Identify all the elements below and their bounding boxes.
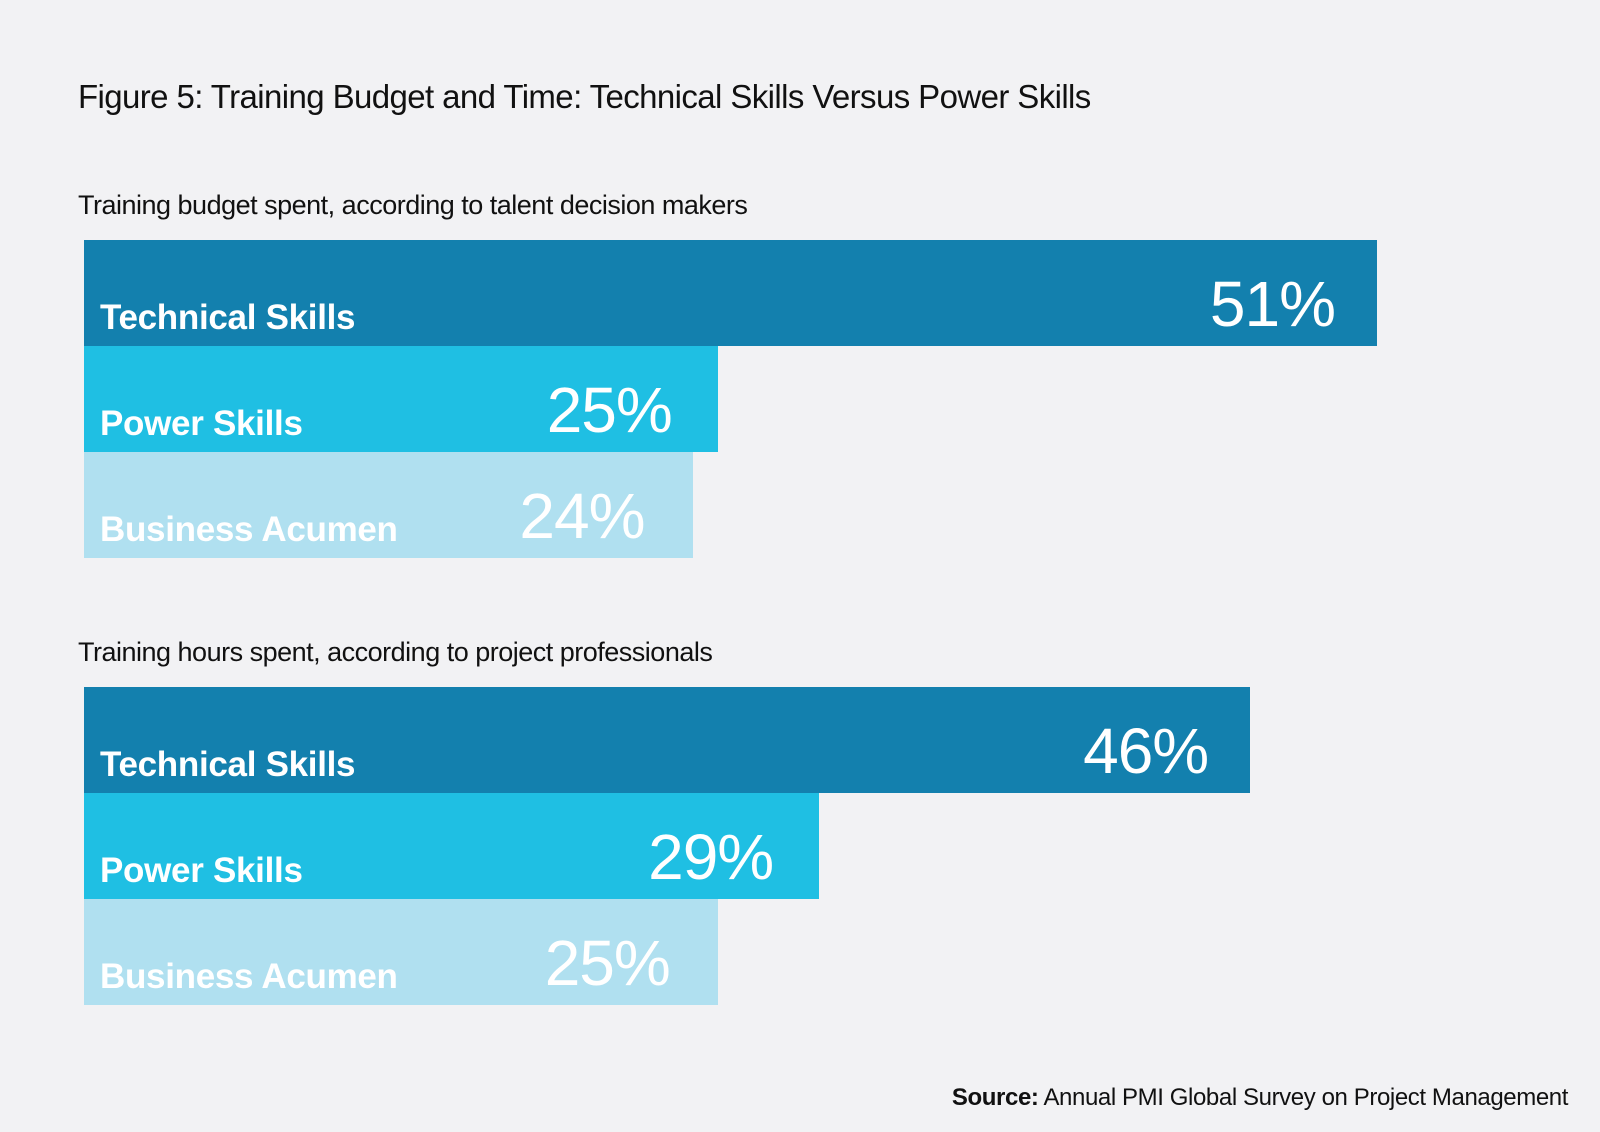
bar-value-label: 51% <box>1209 268 1336 340</box>
hours-bars: Technical Skills 46% Power Skills 29% Bu… <box>84 687 1534 1005</box>
bar-label: Business Acumen <box>100 957 398 996</box>
bar-label: Technical Skills <box>100 298 356 337</box>
bar-value-label: 29% <box>648 821 774 893</box>
bar-value-label: 46% <box>1083 715 1209 787</box>
bar-value-label: 25% <box>546 374 673 446</box>
hours-bar-technical-skills: Technical Skills 46% <box>84 687 1251 793</box>
budget-bar-power-skills: Power Skills 25% <box>84 346 718 452</box>
figure-title: Figure 5: Training Budget and Time: Tech… <box>78 78 1091 115</box>
bar-value-label: 25% <box>544 927 671 999</box>
bar-value-label: 24% <box>519 480 645 552</box>
budget-bars: Technical Skills 51% Power Skills 25% Bu… <box>84 240 1534 558</box>
hours-chart-subtitle: Training hours spent, according to proje… <box>78 637 713 667</box>
budget-bar-business-acumen: Business Acumen 24% <box>84 452 693 558</box>
source-note: Source: Annual PMI Global Survey on Proj… <box>952 1084 1568 1112</box>
hours-chart-panel: Training hours spent, according to proje… <box>78 633 1538 1005</box>
budget-bar-technical-skills: Technical Skills 51% <box>84 240 1377 346</box>
hours-bar-power-skills: Power Skills 29% <box>84 793 820 899</box>
source-label: Source: <box>951 1084 1039 1111</box>
bar-label: Power Skills <box>100 404 303 443</box>
source-text: Annual PMI Global Survey on Project Mana… <box>1043 1084 1568 1111</box>
hours-bar-business-acumen: Business Acumen 25% <box>84 899 718 1005</box>
budget-chart-subtitle: Training budget spent, according to tale… <box>78 190 748 220</box>
bar-label: Business Acumen <box>100 510 398 549</box>
budget-chart-panel: Training budget spent, according to tale… <box>78 186 1538 558</box>
bar-label: Technical Skills <box>100 745 356 784</box>
bar-label: Power Skills <box>100 851 303 890</box>
